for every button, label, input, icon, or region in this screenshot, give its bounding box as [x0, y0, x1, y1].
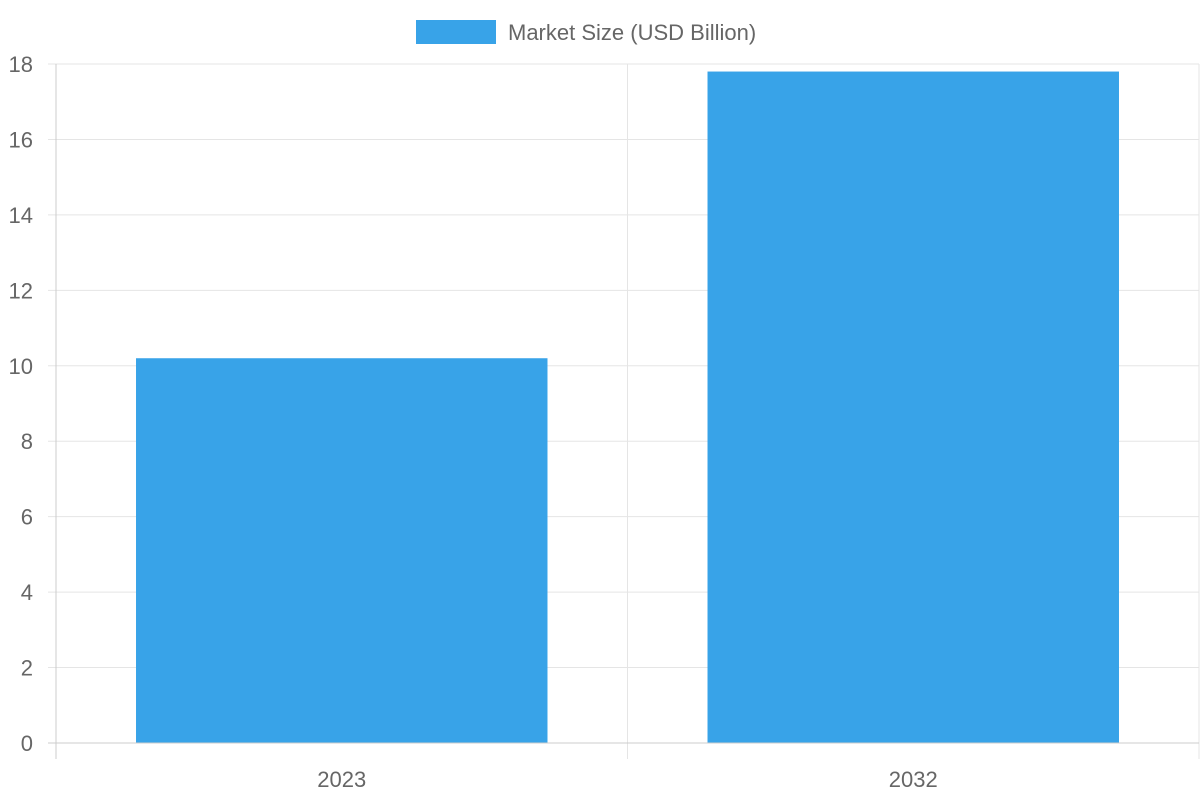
- axes: [48, 64, 1199, 759]
- y-tick-label: 0: [21, 731, 33, 756]
- y-tick-label: 4: [21, 580, 33, 605]
- legend[interactable]: Market Size (USD Billion): [416, 20, 756, 45]
- y-tick-label: 6: [21, 505, 33, 530]
- x-axis-tick-labels: 2023 2032: [317, 767, 937, 792]
- y-tick-label: 18: [9, 52, 33, 77]
- x-tick-label: 2023: [317, 767, 366, 792]
- x-tick-label: 2032: [889, 767, 938, 792]
- y-tick-label: 8: [21, 429, 33, 454]
- y-tick-label: 14: [9, 203, 33, 228]
- bar-2023[interactable]: [136, 358, 548, 743]
- y-tick-label: 12: [9, 278, 33, 303]
- legend-label[interactable]: Market Size (USD Billion): [508, 20, 756, 45]
- y-tick-label: 10: [9, 354, 33, 379]
- bar-2032[interactable]: [707, 71, 1119, 744]
- y-axis-tick-labels: 0 2 4 6 8 10 12 14 16 18: [9, 52, 33, 756]
- bars: [136, 71, 1119, 744]
- legend-swatch[interactable]: [416, 20, 496, 44]
- y-tick-label: 2: [21, 656, 33, 681]
- y-tick-label: 16: [9, 127, 33, 152]
